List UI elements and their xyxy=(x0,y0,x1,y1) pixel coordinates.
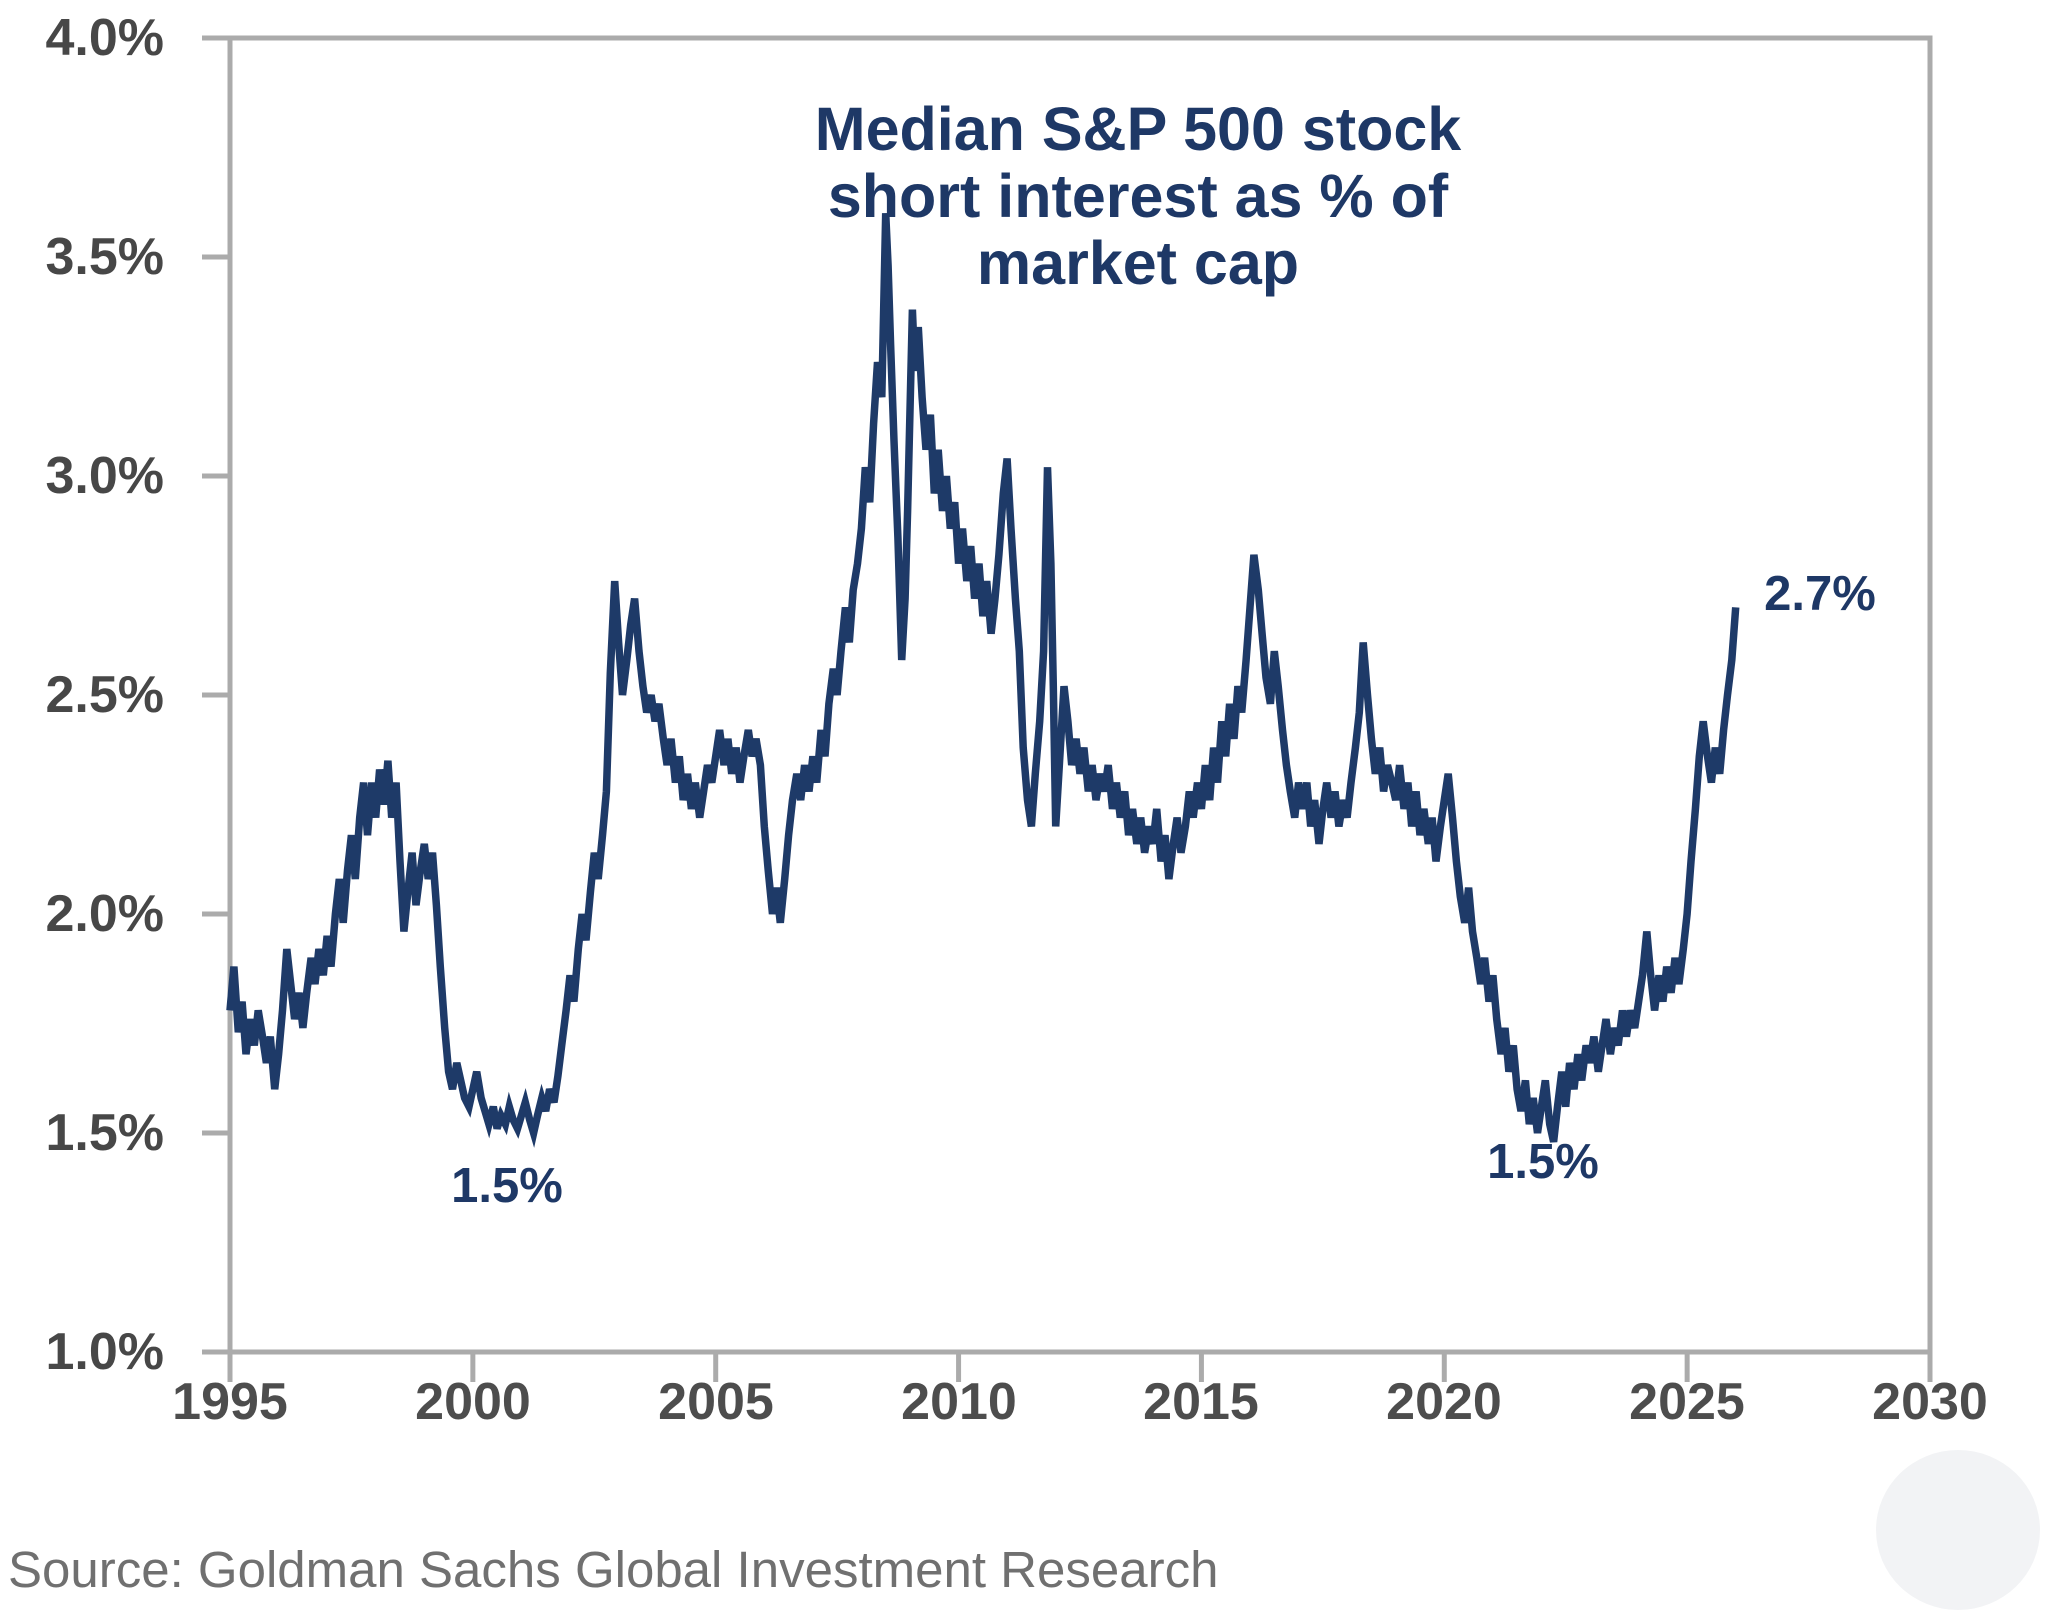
chart-title-line-1: Median S&P 500 stock xyxy=(814,95,1462,163)
y-tick-label-4.0: 4.0% xyxy=(45,9,164,67)
annotation-latest-value: 2.7% xyxy=(1764,567,1876,621)
y-tick-label-2.5: 2.5% xyxy=(45,666,164,724)
y-tick-label-2.0: 2.0% xyxy=(45,885,164,943)
x-tick-label-2015: 2015 xyxy=(1143,1373,1259,1431)
short-interest-line xyxy=(226,213,1740,1148)
x-tick-label-2010: 2010 xyxy=(901,1373,1017,1431)
chart-title-line-3: market cap xyxy=(976,229,1300,298)
y-tick-label-3.5: 3.5% xyxy=(45,228,164,286)
watermark-icon xyxy=(1876,1450,2040,1610)
y-tick-label-1.0: 1.0% xyxy=(45,1323,164,1381)
y-tick-label-3.0: 3.0% xyxy=(45,447,164,505)
annotation-low-2000: 1.5% xyxy=(451,1159,563,1213)
x-tick-label-2025: 2025 xyxy=(1629,1373,1745,1431)
chart-title-line-2: short interest as % of xyxy=(827,162,1449,231)
x-tick-label-2000: 2000 xyxy=(415,1373,531,1431)
x-tick-label-2005: 2005 xyxy=(658,1373,774,1431)
x-tick-label-1995: 1995 xyxy=(172,1373,288,1431)
x-tick-label-2020: 2020 xyxy=(1386,1373,1502,1431)
x-tick-label-2030: 2030 xyxy=(1872,1373,1988,1431)
chart-title: Median S&P 500 stock short interest as %… xyxy=(788,95,1488,298)
y-tick-label-1.5: 1.5% xyxy=(45,1104,164,1162)
annotation-low-2022: 1.5% xyxy=(1487,1135,1599,1189)
source-attribution: Source: Goldman Sachs Global Investment … xyxy=(8,1541,1219,1598)
